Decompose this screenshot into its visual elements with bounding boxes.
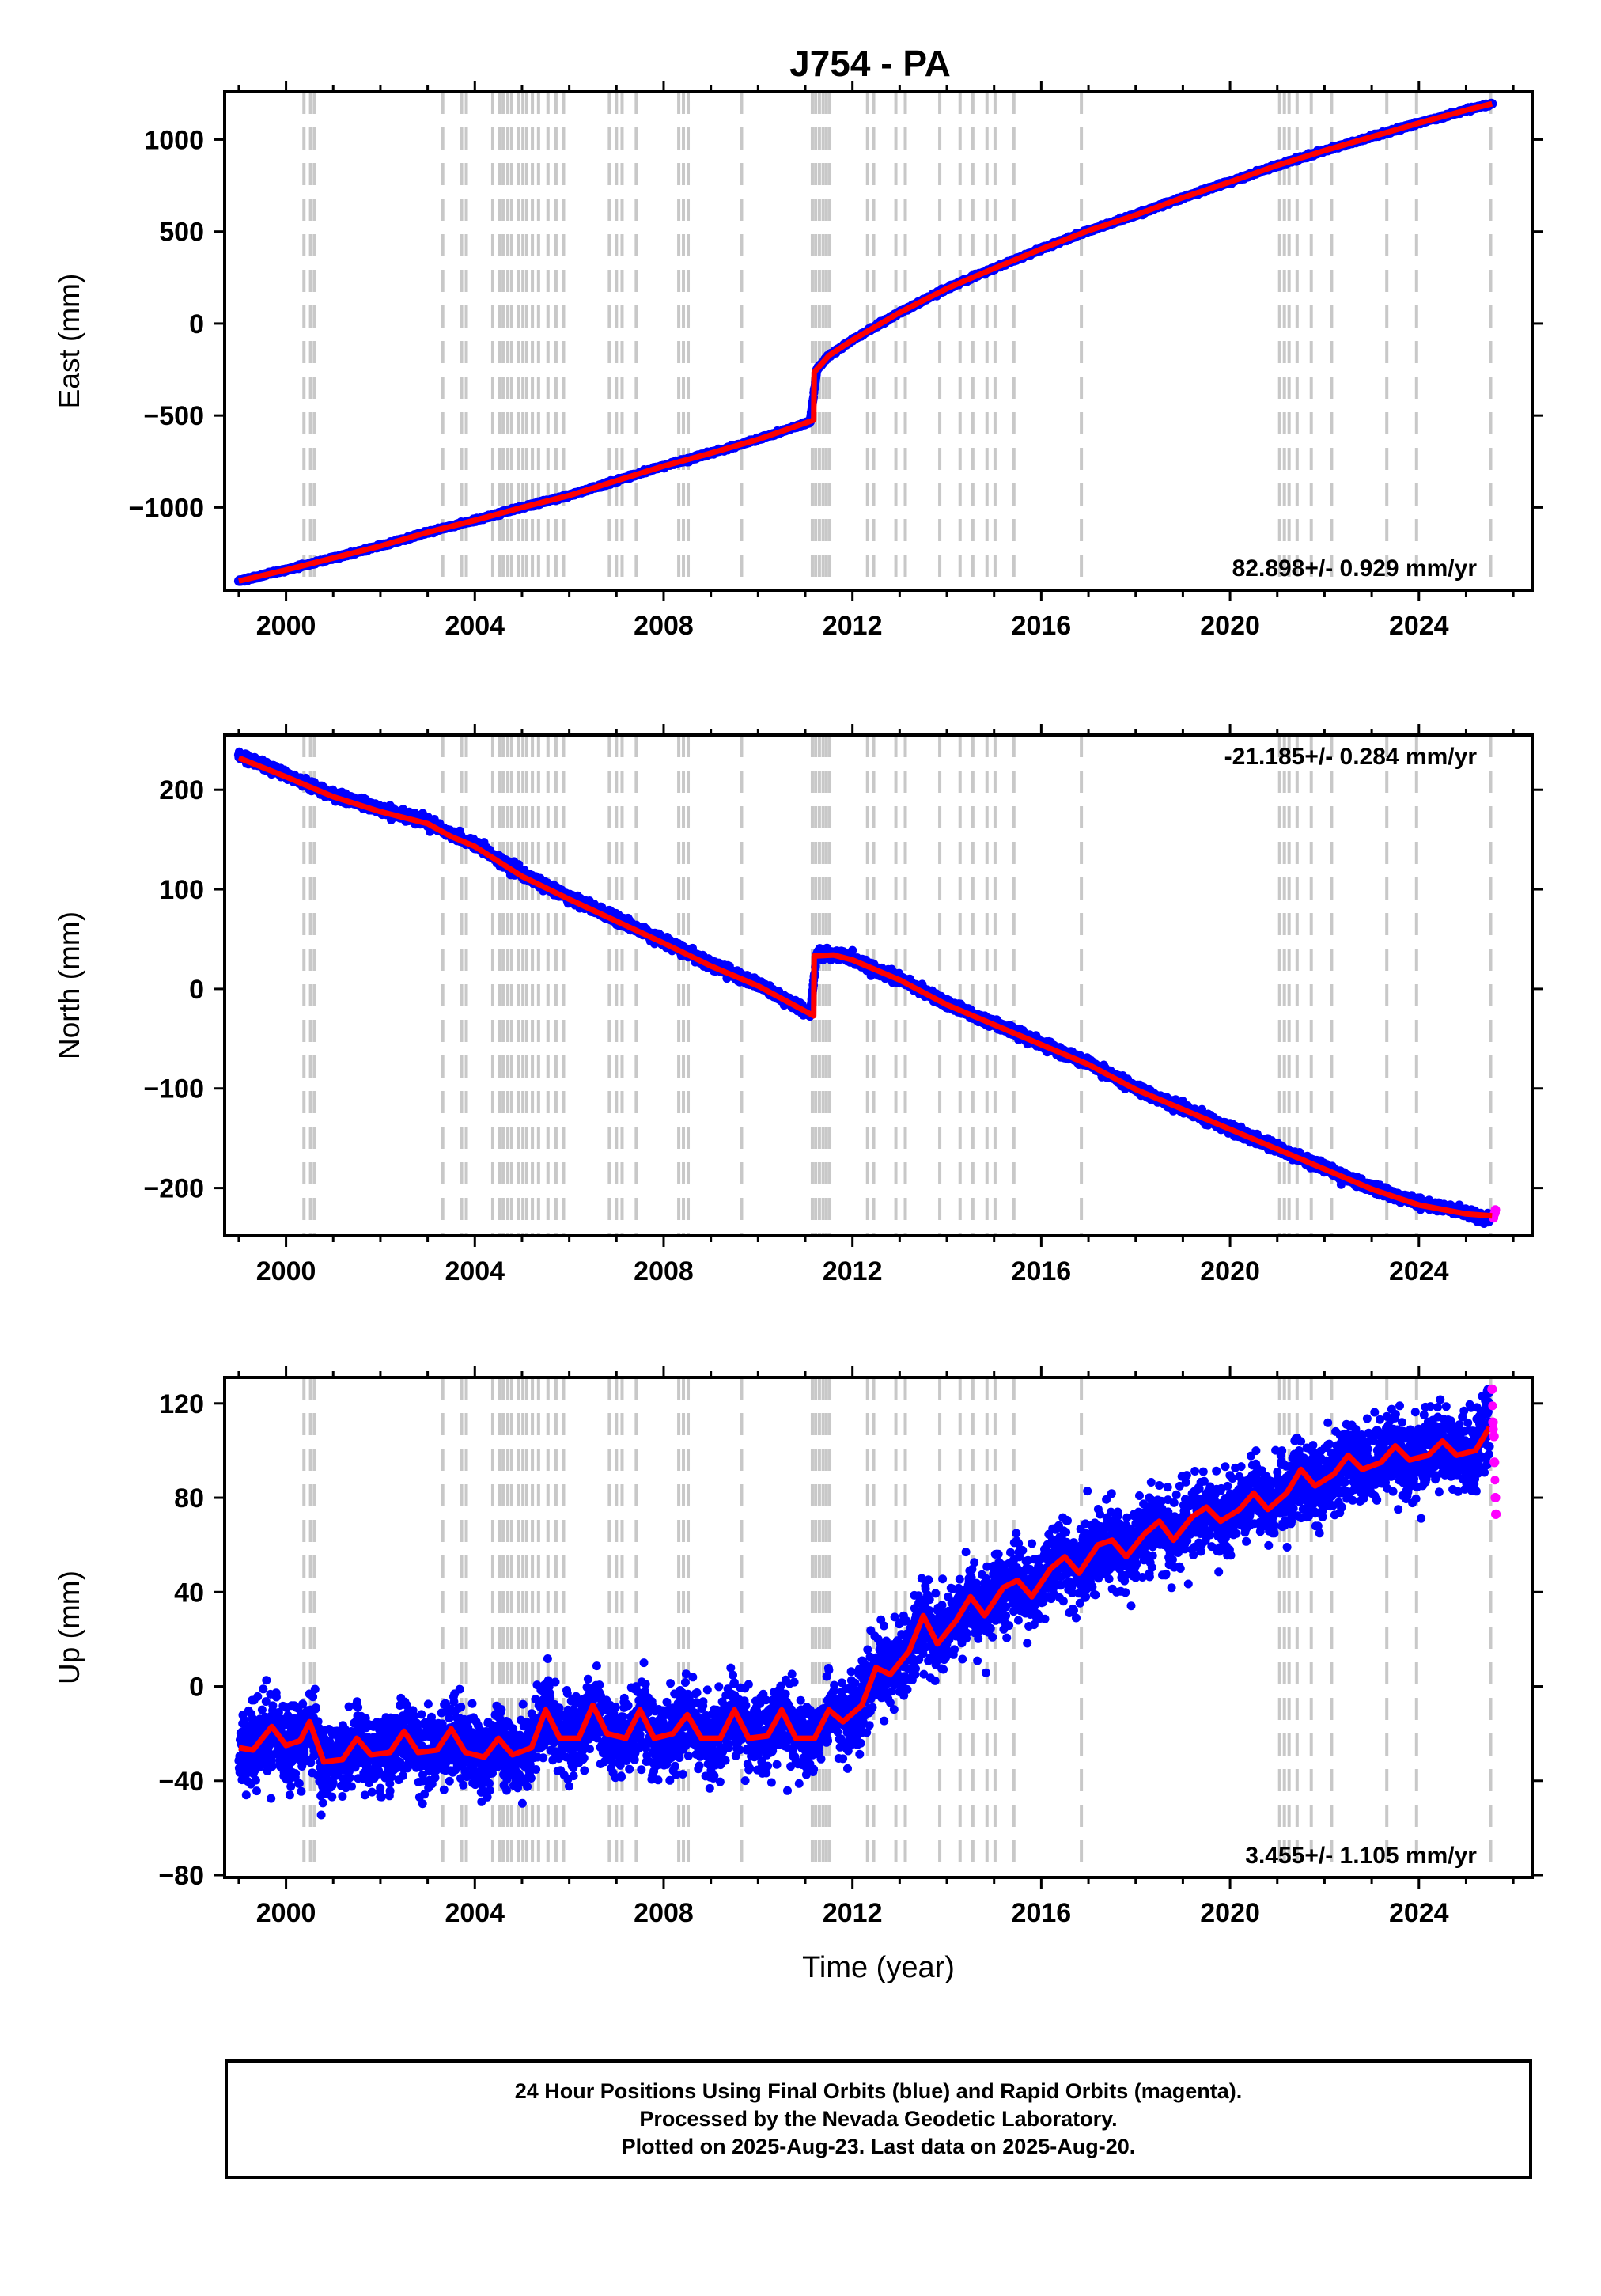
chart-title: J754 - PA [789, 43, 951, 84]
plot-area [233, 92, 1497, 590]
east-panel: 2000 2004 2008 2012 2016 2020 2024−1000−500050… [53, 81, 1543, 641]
point-series [233, 98, 1497, 586]
